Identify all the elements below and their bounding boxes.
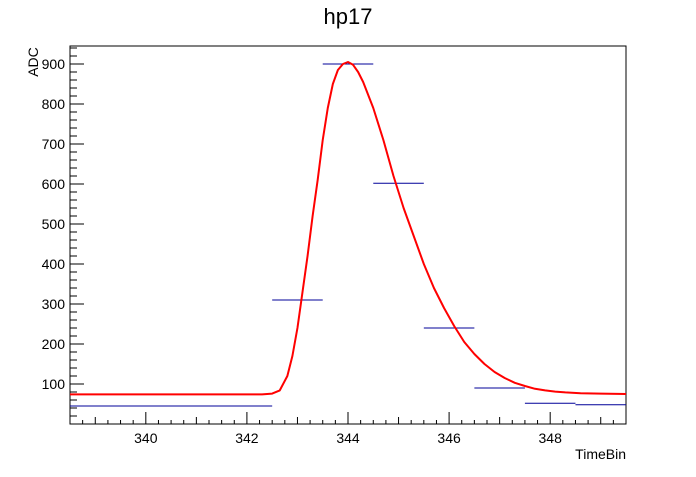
fit-curve bbox=[70, 61, 627, 396]
y-axis-ticks: 100 200 300 400 500 600 700 800 900 bbox=[42, 47, 84, 425]
y-tick-label: 600 bbox=[42, 176, 66, 192]
y-tick-label: 200 bbox=[42, 336, 66, 352]
x-tick-label: 344 bbox=[336, 430, 360, 446]
fit-curve-series bbox=[70, 61, 627, 396]
x-tick-label: 348 bbox=[539, 430, 563, 446]
x-tick-label: 340 bbox=[134, 430, 158, 446]
y-axis-label: ADC bbox=[25, 47, 41, 77]
histogram-series bbox=[70, 63, 626, 407]
y-tick-label: 500 bbox=[42, 216, 66, 232]
y-tick-label: 800 bbox=[42, 96, 66, 112]
y-tick-label: 100 bbox=[42, 376, 66, 392]
chart-title: hp17 bbox=[324, 4, 373, 29]
plot-frame bbox=[69, 45, 627, 425]
x-axis-label: TimeBin bbox=[575, 446, 626, 462]
y-tick-label: 700 bbox=[42, 136, 66, 152]
y-tick-label: 400 bbox=[42, 256, 66, 272]
y-tick-label: 900 bbox=[42, 56, 66, 72]
x-axis-ticks: 340 342 344 346 348 bbox=[69, 412, 627, 446]
x-tick-label: 342 bbox=[235, 430, 259, 446]
x-tick-label: 346 bbox=[437, 430, 461, 446]
y-tick-label: 300 bbox=[42, 296, 66, 312]
